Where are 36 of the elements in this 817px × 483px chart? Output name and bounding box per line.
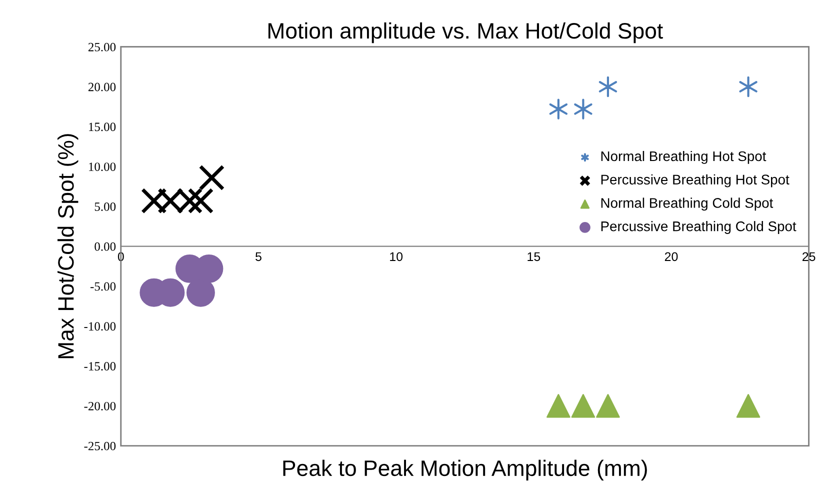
- x-tick-label: 25: [802, 252, 816, 262]
- x-axis-title: Peak to Peak Motion Amplitude (mm): [283, 460, 647, 480]
- x-tick-label: 5: [256, 252, 262, 262]
- y-tick-label: 0.00: [94, 242, 116, 251]
- legend-label: Normal Breathing Cold Spot: [601, 198, 774, 211]
- point: [186, 278, 215, 307]
- y-tick-label: -20.00: [84, 402, 116, 410]
- y-tick-label: -25.00: [84, 442, 116, 450]
- legend-label: Percussive Breathing Cold Spot: [601, 221, 796, 234]
- y-tick-label: -10.00: [84, 322, 116, 331]
- point: [198, 164, 225, 191]
- point: [736, 394, 760, 418]
- y-tick-label: 20.00: [88, 82, 116, 92]
- x-tick-label: 15: [528, 252, 540, 262]
- point: [141, 188, 167, 214]
- y-tick-label: 10.00: [89, 162, 116, 172]
- legend-label: Percussive Breathing Hot Spot: [601, 174, 790, 188]
- y-tick-label: 25.00: [88, 42, 116, 52]
- y-tick-label: 15.00: [89, 122, 116, 132]
- x-tick-label: 10: [390, 252, 403, 262]
- x-tick-label: 20: [664, 252, 678, 262]
- y-tick-label: 5.00: [94, 202, 116, 211]
- y-tick-label: -15.00: [84, 362, 116, 371]
- y-axis-title: Max Hot/Cold Spot (%): [57, 134, 78, 358]
- point: [596, 394, 620, 418]
- y-tick-label: -5.00: [90, 282, 116, 291]
- point: [546, 394, 570, 418]
- point: [571, 394, 596, 418]
- point: [549, 98, 568, 120]
- point: [574, 98, 592, 120]
- point: [739, 76, 758, 98]
- point: [598, 76, 618, 98]
- legend-label: Normal Breathing Hot Spot: [601, 150, 766, 164]
- point: [188, 188, 214, 214]
- chart-title: Motion amplitude vs. Max Hot/Cold Spot: [268, 22, 663, 44]
- x-tick-label: 0: [118, 252, 124, 262]
